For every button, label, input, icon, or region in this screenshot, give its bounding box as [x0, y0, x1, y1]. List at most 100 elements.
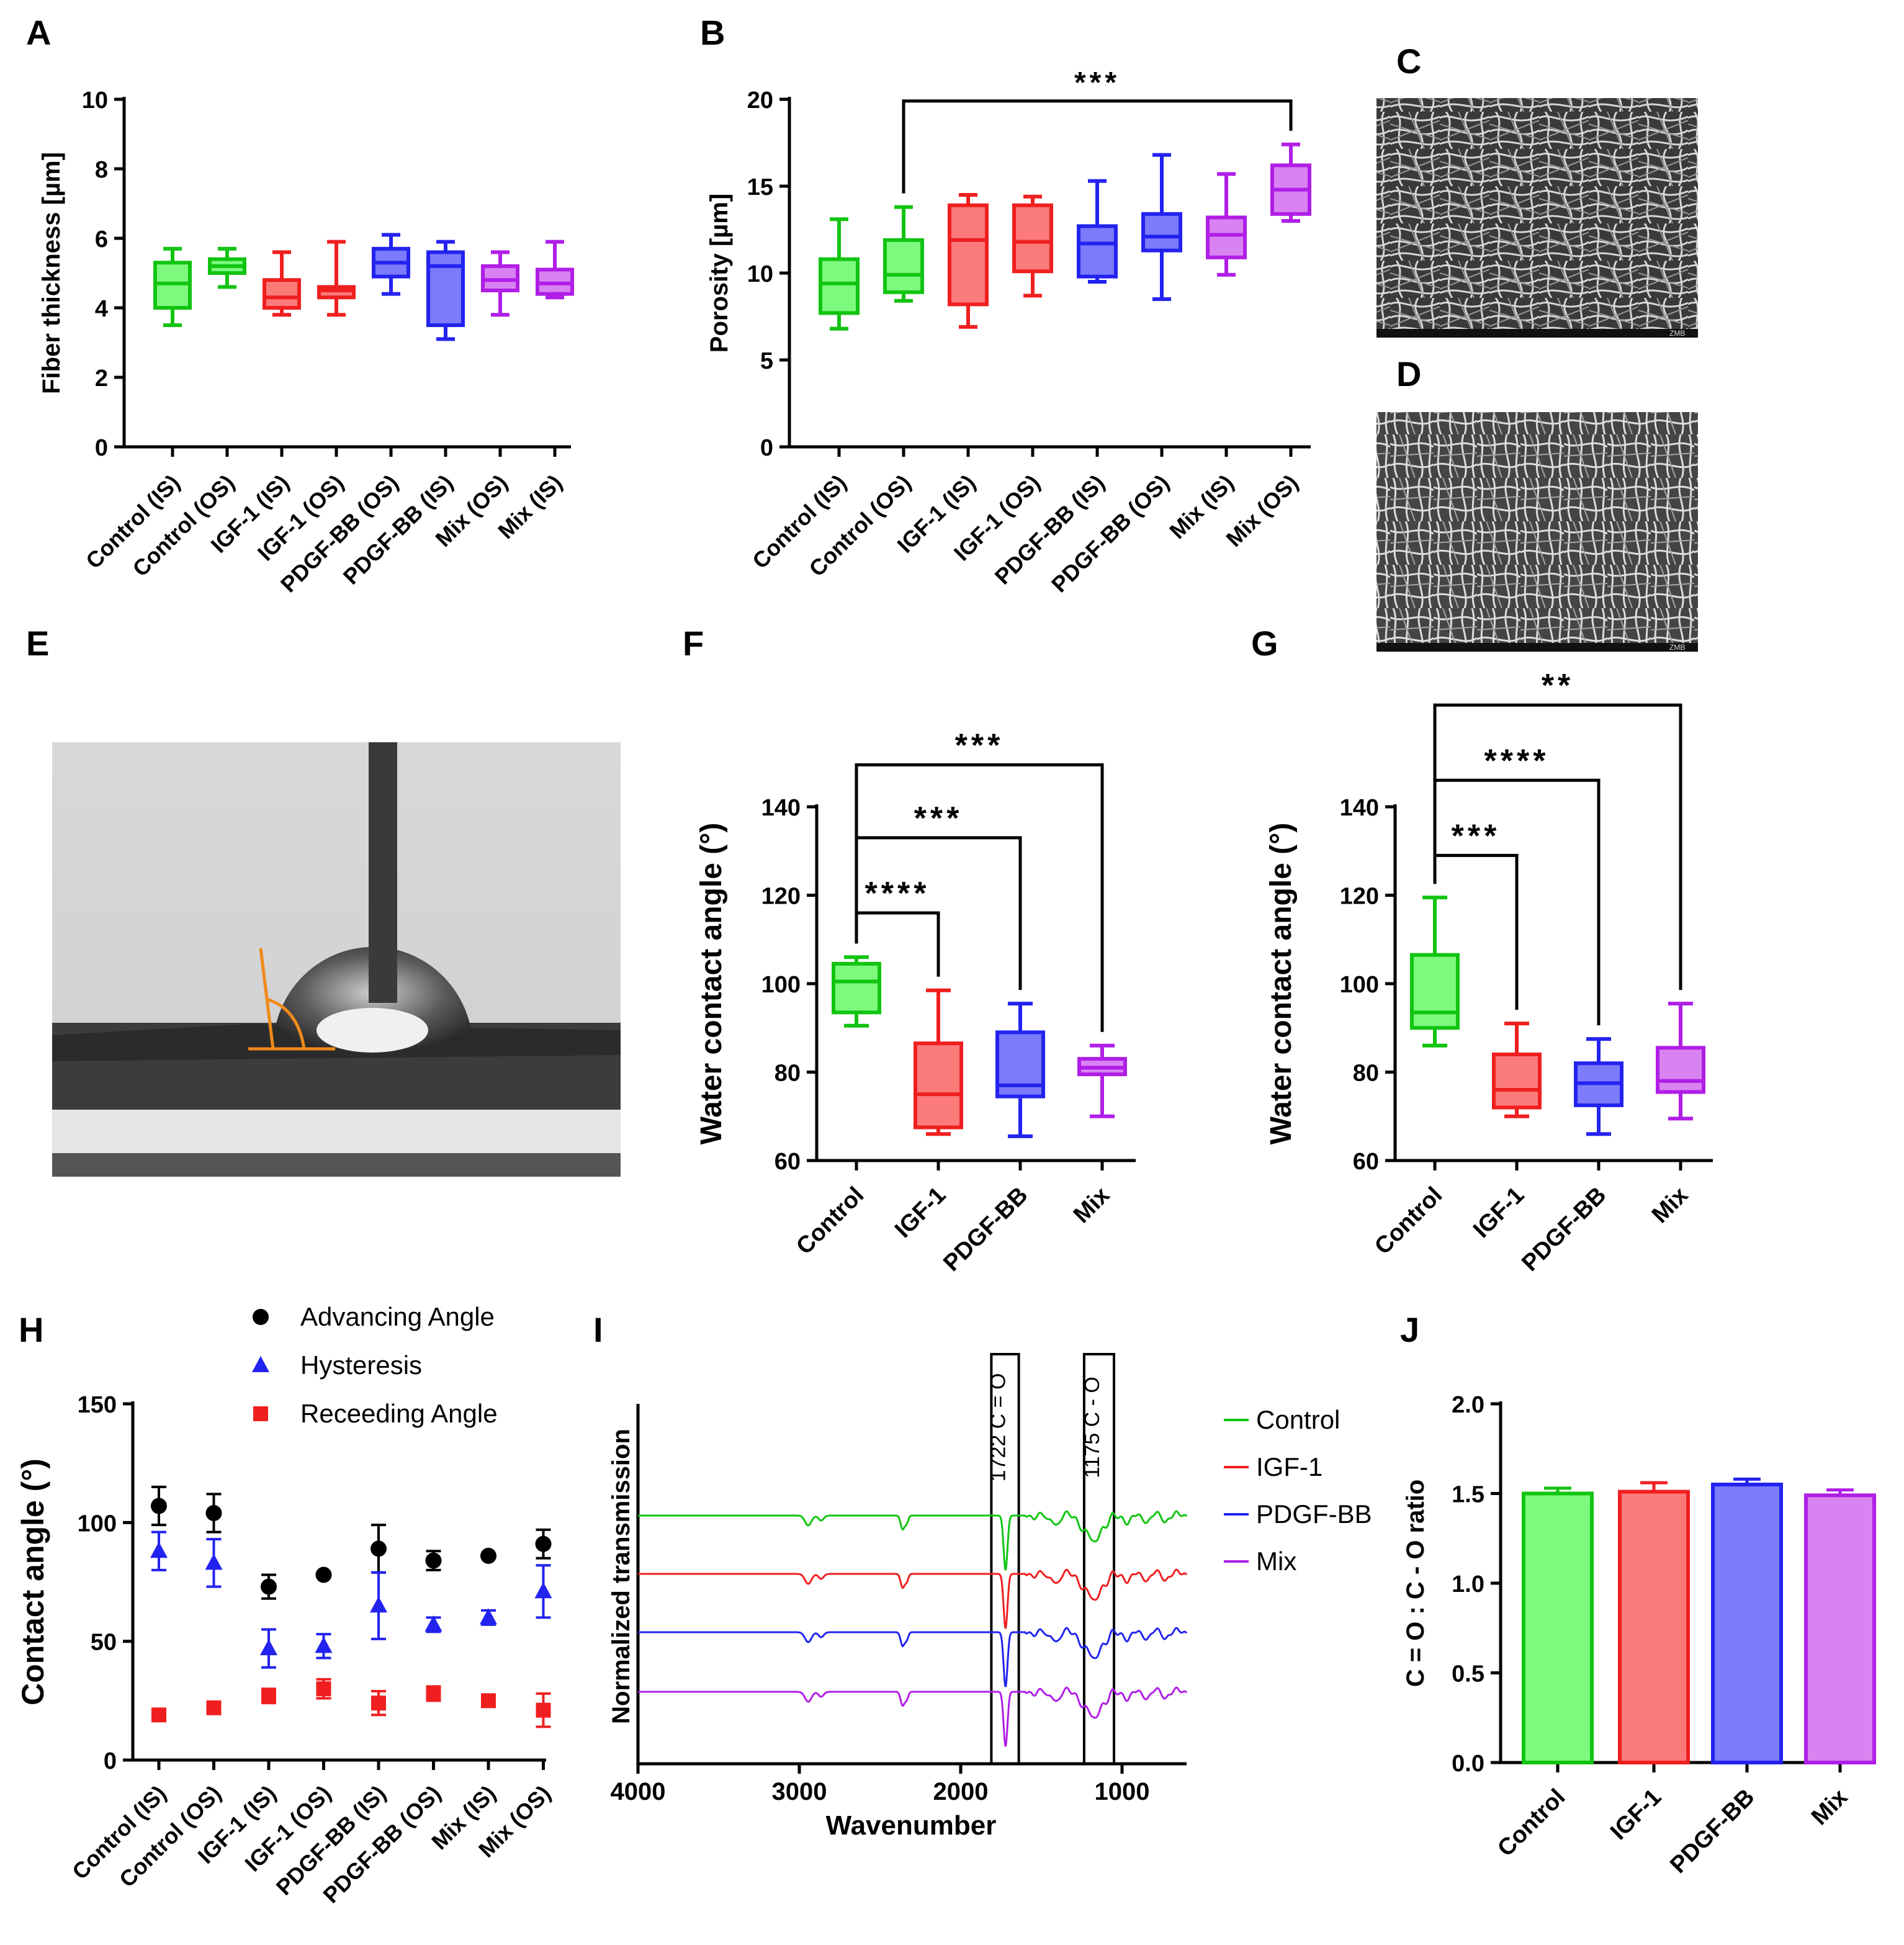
- y-tick-label: 100: [761, 972, 801, 998]
- panel-letter-i: I: [593, 1310, 603, 1349]
- box-pdgf-bb-is: [1077, 179, 1118, 284]
- x-category-label: Control: [791, 1182, 869, 1260]
- annotation-box: [990, 1353, 1020, 1765]
- box-iqr: [263, 278, 301, 310]
- chart-i: 4000 3000 2000 1000 Wavenumber Normalized tra…: [608, 1353, 1372, 1841]
- bar-pdgf-bb: [1711, 1483, 1783, 1765]
- y-tick-label: 20: [747, 88, 773, 114]
- box-control: [832, 955, 881, 1028]
- data-point: [150, 1542, 168, 1558]
- data-point: [206, 1700, 222, 1715]
- y-tick-label: 150: [78, 1392, 117, 1418]
- box-mix-is: [536, 240, 574, 300]
- y-tick-label: 140: [1340, 795, 1379, 821]
- bar-control: [1522, 1491, 1594, 1764]
- y-tick-label: 120: [1340, 884, 1379, 910]
- data-point: [315, 1637, 333, 1653]
- data-point: [315, 1566, 332, 1583]
- box-mix-os: [481, 250, 519, 317]
- chart-j: 0.0 0.5 1.0 1.5 2.0 C = O : C - O ratio Contro…: [1402, 1392, 1876, 1879]
- box-iqr: [1492, 1053, 1542, 1110]
- legend-i: Control IGF-1 PDGF-BB Mix: [1224, 1405, 1372, 1576]
- box-pdgf-bb-os: [1141, 153, 1182, 301]
- data-point: [481, 1693, 496, 1709]
- panel-letter-e: E: [26, 624, 49, 663]
- box-mix-is: [1206, 172, 1247, 277]
- box-iqr: [883, 238, 924, 294]
- data-point: [535, 1535, 552, 1552]
- legend-label: Advancing Angle: [300, 1302, 495, 1331]
- y-tick-label: 140: [761, 795, 801, 821]
- y-tick-label: 8: [95, 157, 108, 183]
- panel-letter-f: F: [683, 624, 704, 663]
- y-axis-label: Fiber thickness [µm]: [38, 152, 65, 394]
- box-control-is: [153, 246, 192, 327]
- sem-scale-label-c: ZMB: [1669, 329, 1685, 338]
- box-control-is: [819, 217, 860, 331]
- box-control: [1410, 896, 1460, 1048]
- y-tick-label: 10: [82, 88, 108, 114]
- contact-angle-overlay: [248, 948, 335, 1051]
- y-tick-label: 80: [1353, 1061, 1379, 1087]
- box-igf-1-is: [263, 250, 301, 317]
- y-tick-label: 2: [95, 366, 108, 392]
- bar-igf-1: [1618, 1489, 1690, 1765]
- legend-label: Receeding Angle: [300, 1399, 498, 1428]
- x-category-label: Mix: [1647, 1182, 1694, 1229]
- y-tick-label: 80: [775, 1061, 801, 1087]
- box-pdgf-bb: [995, 1002, 1045, 1138]
- annotation-box: [1082, 1353, 1116, 1765]
- data-point: [151, 1498, 167, 1514]
- data-point: [370, 1596, 387, 1613]
- y-tick-label: 6: [95, 227, 108, 253]
- x-tick-label: 1000: [1095, 1778, 1150, 1805]
- panel-letter-j: J: [1400, 1310, 1419, 1349]
- y-tick-label: 5: [760, 348, 773, 374]
- box-control-os: [208, 246, 246, 289]
- significance-stars: ***: [955, 727, 1004, 763]
- series-advancing-angle: [151, 1485, 552, 1600]
- sem-image-d: ZMB: [1376, 412, 1698, 652]
- box-mix: [1656, 1002, 1705, 1121]
- box-iqr: [819, 257, 860, 315]
- y-tick-label: 4: [95, 296, 108, 322]
- panel-letter-h: H: [19, 1310, 43, 1349]
- y-tick-label: 0: [104, 1748, 117, 1774]
- y-tick-label: 0: [95, 435, 108, 461]
- y-tick-label: 0.0: [1452, 1751, 1484, 1777]
- data-point: [151, 1707, 166, 1723]
- series-receeding-angle: [151, 1678, 551, 1728]
- y-tick-label: 100: [78, 1511, 117, 1537]
- data-point: [260, 1639, 277, 1656]
- spectrum-line-mix: [638, 1686, 1188, 1747]
- box-iqr: [948, 203, 989, 307]
- legend-h: Advancing Angle Hysteresis Receeding Angle: [252, 1302, 498, 1428]
- data-point: [316, 1681, 331, 1697]
- y-tick-label: 15: [747, 174, 773, 200]
- x-tick-label: 4000: [611, 1778, 666, 1805]
- y-axis-label: C = O : C - O ratio: [1402, 1480, 1429, 1687]
- panel-letter-c: C: [1396, 42, 1421, 81]
- spectrum-line-control: [638, 1510, 1188, 1571]
- x-category-label: PDGF-BB: [938, 1182, 1033, 1277]
- data-point: [425, 1552, 442, 1569]
- contact-angle-photo: [52, 742, 621, 1177]
- series-hysteresis: [150, 1530, 552, 1669]
- y-axis-label: Porosity [µm]: [706, 194, 733, 353]
- data-point: [534, 1582, 552, 1599]
- data-point: [261, 1688, 276, 1704]
- box-iqr: [426, 250, 465, 327]
- y-tick-label: 0: [760, 435, 773, 461]
- box-pdgf-bb-is: [426, 240, 465, 341]
- y-tick-label: 60: [1353, 1149, 1379, 1175]
- dispensing-needle: [369, 742, 397, 1003]
- y-tick-label: 10: [747, 261, 773, 287]
- box-iqr: [1206, 215, 1247, 259]
- box-iqr: [1656, 1046, 1705, 1094]
- data-point: [480, 1608, 497, 1625]
- x-category-label: Control: [1370, 1182, 1447, 1260]
